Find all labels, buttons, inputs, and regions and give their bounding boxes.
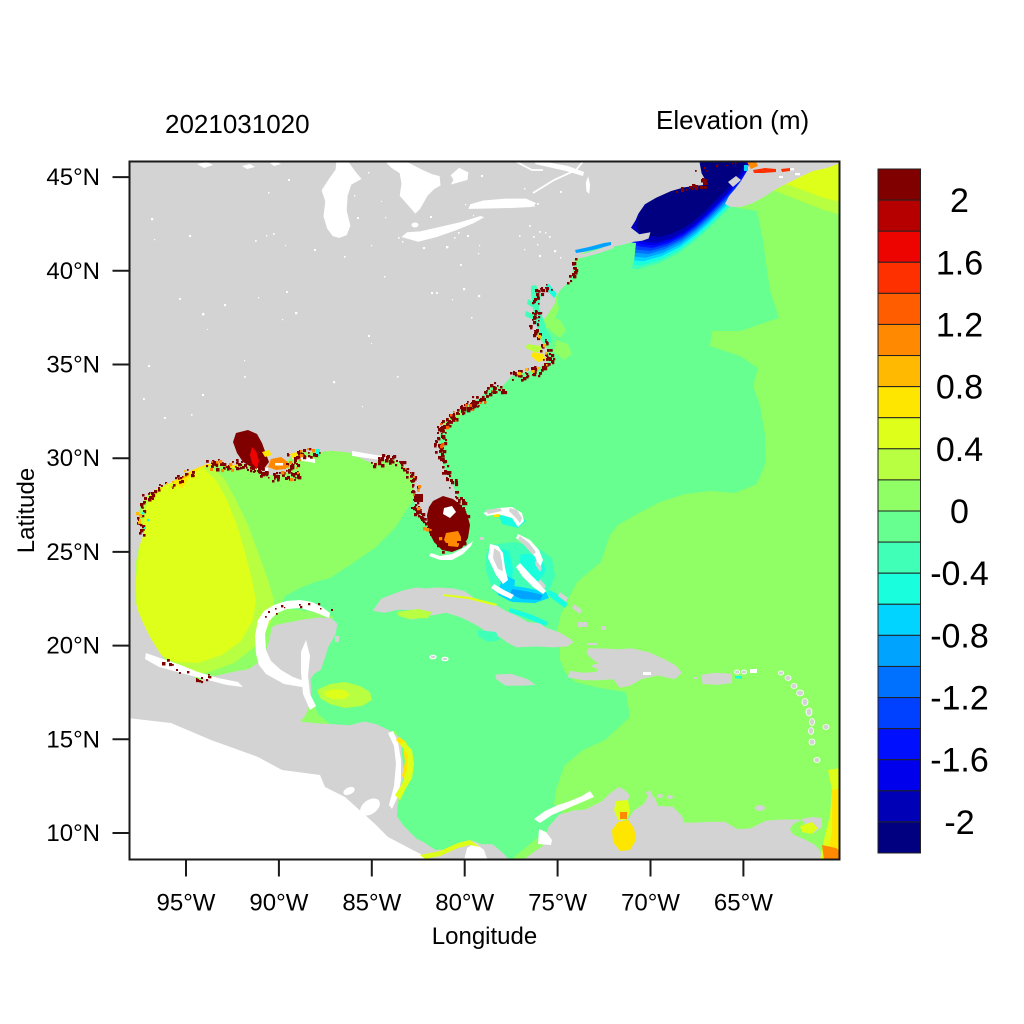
svg-text:90°W: 90°W — [249, 890, 308, 917]
svg-text:35°N: 35°N — [46, 352, 100, 379]
svg-text:Longitude: Longitude — [432, 923, 537, 950]
svg-text:-1.6: -1.6 — [930, 742, 989, 780]
svg-text:-1.2: -1.2 — [930, 680, 989, 718]
svg-text:-0.8: -0.8 — [930, 617, 989, 655]
svg-text:Elevation (m): Elevation (m) — [656, 105, 809, 135]
svg-text:0.4: 0.4 — [936, 431, 983, 469]
svg-text:-2: -2 — [944, 804, 974, 842]
svg-text:1.2: 1.2 — [936, 307, 983, 345]
svg-text:2: 2 — [950, 182, 969, 220]
svg-text:15°N: 15°N — [46, 726, 100, 753]
svg-text:75°W: 75°W — [528, 890, 587, 917]
svg-text:65°W: 65°W — [714, 890, 773, 917]
svg-text:25°N: 25°N — [46, 539, 100, 566]
svg-text:20°N: 20°N — [46, 633, 100, 660]
svg-text:0.8: 0.8 — [936, 369, 983, 407]
svg-text:10°N: 10°N — [46, 820, 100, 847]
svg-text:30°N: 30°N — [46, 445, 100, 472]
svg-text:85°W: 85°W — [342, 890, 401, 917]
svg-text:40°N: 40°N — [46, 258, 100, 285]
svg-text:2021031020: 2021031020 — [165, 109, 310, 139]
svg-text:80°W: 80°W — [435, 890, 494, 917]
svg-text:45°N: 45°N — [46, 164, 100, 191]
svg-text:0: 0 — [950, 493, 969, 531]
svg-text:70°W: 70°W — [621, 890, 680, 917]
svg-text:95°W: 95°W — [157, 890, 216, 917]
svg-text:1.6: 1.6 — [936, 244, 983, 282]
svg-text:-0.4: -0.4 — [930, 555, 989, 593]
svg-text:Latitude: Latitude — [13, 468, 40, 553]
